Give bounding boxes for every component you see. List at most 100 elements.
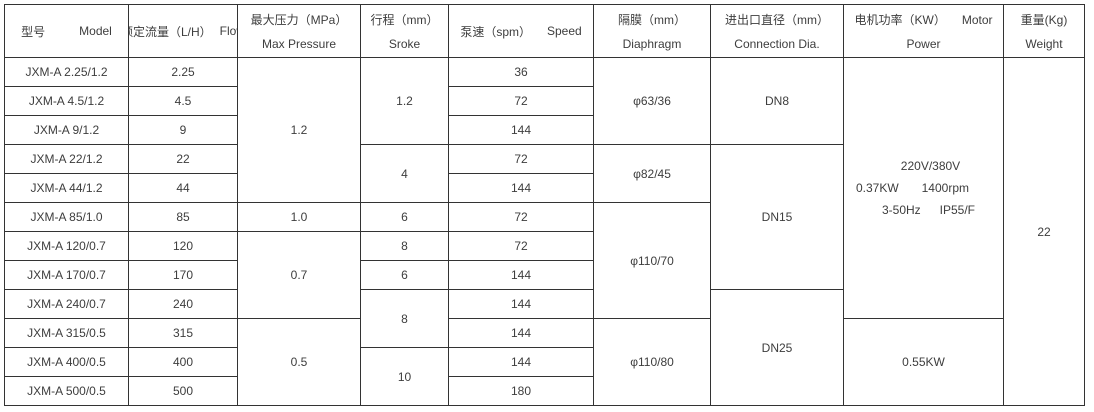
header-motor: 电机功率（KW） Motor Power: [843, 4, 1004, 58]
header-stroke-zh: 行程（mm）: [370, 13, 439, 27]
model-cell: JXM-A 120/0.7: [4, 231, 129, 261]
header-connection: 进出口直径（mm） Connection Dia.: [710, 4, 844, 58]
header-motor-en1: Motor: [961, 12, 993, 27]
motor-protection: IP55/F: [939, 203, 975, 217]
model-cell: JXM-A 44/1.2: [4, 173, 129, 203]
flow-cell: 120: [128, 231, 238, 261]
pressure-cell: 1.0: [237, 202, 361, 232]
motor-voltage: 220V/380V: [900, 159, 961, 173]
header-diaphragm-zh: 隔膜（mm）: [618, 13, 686, 27]
table-row: JXM-A 500/0.5 500 180: [4, 376, 1085, 406]
table-row: JXM-A 9/1.2 9 144: [4, 115, 1085, 145]
model-cell: JXM-A 400/0.5: [4, 347, 129, 377]
diaphragm-cell: φ110/80: [593, 318, 711, 406]
stroke-cell: 1.2: [360, 57, 449, 145]
motor-power-secondary-cell: 0.55KW: [843, 318, 1004, 406]
pressure-cell: 0.7: [237, 231, 361, 319]
motor-rpm: 1400rpm: [921, 181, 969, 195]
model-cell: JXM-A 2.25/1.2: [4, 57, 129, 87]
header-model-zh: 型号: [21, 24, 46, 39]
model-cell: JXM-A 22/1.2: [4, 144, 129, 174]
speed-cell: 144: [448, 289, 594, 319]
speed-cell: 72: [448, 202, 594, 232]
connection-cell: DN8: [710, 57, 844, 145]
model-cell: JXM-A 9/1.2: [4, 115, 129, 145]
connection-cell: DN25: [710, 289, 844, 406]
header-motor-en2: Power: [906, 37, 941, 51]
header-speed-en: Speed: [546, 24, 582, 38]
table-row: JXM-A 400/0.5 400 10 144: [4, 347, 1085, 406]
model-cell: JXM-A 85/1.0: [4, 202, 129, 232]
motor-power-value: 0.37KW: [856, 181, 899, 195]
header-flow: 额定流量（L/H） Flow: [128, 4, 238, 58]
header-connection-zh: 进出口直径（mm）: [725, 13, 829, 27]
table-row: JXM-A 120/0.7 120 0.7 8 72: [4, 231, 1085, 319]
flow-cell: 2.25: [128, 57, 238, 87]
flow-cell: 400: [128, 347, 238, 377]
model-cell: JXM-A 500/0.5: [4, 376, 129, 406]
header-pressure-zh: 最大压力（MPa）: [250, 13, 348, 27]
header-diaphragm-en: Diaphragm: [622, 37, 682, 51]
pressure-cell: 0.5: [237, 318, 361, 406]
header-model: 型号 Model: [4, 4, 129, 58]
speed-cell: 72: [448, 231, 594, 261]
header-model-en: Model: [79, 24, 112, 38]
flow-cell: 4.5: [128, 86, 238, 116]
diaphragm-cell: φ110/70: [593, 202, 711, 319]
speed-cell: 180: [448, 376, 594, 406]
speed-cell: 36: [448, 57, 594, 87]
motor-power-cell: 220V/380V 0.37KW 1400rpm 3-50Hz IP55/F: [843, 57, 1004, 319]
header-pressure-en: Max Pressure: [261, 37, 337, 51]
flow-cell: 22: [128, 144, 238, 174]
spec-table-container: 型号 Model 额定流量（L/H） Flow 最大压力（MPa） Max Pr…: [4, 4, 1085, 406]
header-diaphragm: 隔膜（mm） Diaphragm: [593, 4, 711, 58]
stroke-cell: 6: [360, 260, 449, 290]
table-row: JXM-A 85/1.0 85 1.0 6 72 φ110/70: [4, 202, 1085, 319]
stroke-cell: 10: [360, 347, 449, 406]
diaphragm-cell: φ63/36: [593, 57, 711, 145]
table-row: JXM-A 22/1.2 22 4 72 φ82/45 DN15: [4, 144, 1085, 290]
flow-cell: 9: [128, 115, 238, 145]
speed-cell: 144: [448, 173, 594, 203]
header-stroke-en: Sroke: [388, 37, 421, 51]
model-cell: JXM-A 240/0.7: [4, 289, 129, 319]
model-cell: JXM-A 4.5/1.2: [4, 86, 129, 116]
header-flow-zh: 额定流量（L/H）: [128, 24, 212, 39]
flow-cell: 44: [128, 173, 238, 203]
model-cell: JXM-A 170/0.7: [4, 260, 129, 290]
header-speed: 泵速（spm） Speed: [448, 4, 594, 58]
flow-cell: 240: [128, 289, 238, 319]
header-flow-en: Flow: [219, 24, 237, 38]
header-motor-zh: 电机功率（KW）: [854, 13, 946, 27]
header-connection-en: Connection Dia.: [734, 37, 820, 51]
flow-cell: 170: [128, 260, 238, 290]
header-stroke: 行程（mm） Sroke: [360, 4, 449, 58]
table-row: JXM-A 2.25/1.2 2.25 1.2 1.2 36 φ63/36 DN…: [4, 57, 1085, 406]
speed-cell: 72: [448, 86, 594, 116]
speed-cell: 144: [448, 115, 594, 145]
stroke-cell: 8: [360, 231, 449, 261]
diaphragm-cell: φ82/45: [593, 144, 711, 203]
stroke-cell: 8: [360, 289, 449, 348]
speed-cell: 144: [448, 318, 594, 348]
header-row: 型号 Model 额定流量（L/H） Flow 最大压力（MPa） Max Pr…: [4, 4, 1085, 58]
motor-frequency: 3-50Hz: [882, 203, 921, 217]
stroke-cell: 6: [360, 202, 449, 232]
speed-cell: 72: [448, 144, 594, 174]
weight-cell: 22: [1003, 57, 1085, 406]
connection-cell: DN15: [710, 144, 844, 290]
table-row: JXM-A 240/0.7 240 8 144 DN25: [4, 289, 1085, 406]
header-pressure: 最大压力（MPa） Max Pressure: [237, 4, 361, 58]
flow-cell: 500: [128, 376, 238, 406]
stroke-cell: 4: [360, 144, 449, 203]
header-weight-en: Weight: [1025, 37, 1063, 51]
table-row: JXM-A 315/0.5 315 0.5 144 φ110/80 0.55KW: [4, 318, 1085, 406]
pump-spec-table: 型号 Model 额定流量（L/H） Flow 最大压力（MPa） Max Pr…: [4, 4, 1085, 406]
header-speed-zh: 泵速（spm）: [460, 24, 531, 39]
table-row: JXM-A 4.5/1.2 4.5 72: [4, 86, 1085, 116]
header-weight-zh: 重量(Kg): [1020, 13, 1068, 27]
header-weight: 重量(Kg) Weight: [1003, 4, 1085, 58]
flow-cell: 315: [128, 318, 238, 348]
speed-cell: 144: [448, 260, 594, 290]
pressure-cell: 1.2: [237, 57, 361, 203]
